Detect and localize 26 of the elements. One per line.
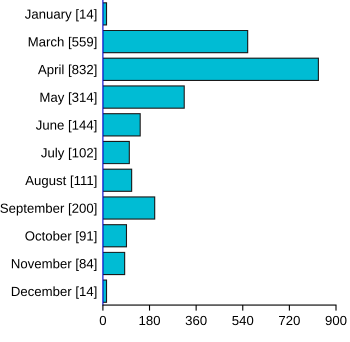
x-tick-label: 180 — [140, 316, 160, 326]
bar — [102, 252, 126, 276]
y-tick-label: October [91] — [25, 230, 96, 244]
y-tick-label: May [314] — [40, 92, 96, 105]
bar — [102, 168, 132, 192]
y-tick-label: August [111] — [25, 175, 96, 188]
bar — [102, 113, 141, 136]
x-tick-label: 360 — [186, 316, 207, 326]
x-tick-label: 900 — [326, 316, 346, 326]
y-tick-label: July [102] — [41, 148, 96, 160]
x-tick-label: 540 — [232, 316, 254, 326]
bar — [102, 58, 319, 81]
bar — [102, 224, 128, 248]
y-tick-label: September [200] — [0, 203, 96, 216]
y-tick-label: April [832] — [38, 64, 96, 77]
y-tick-label: June [144] — [36, 120, 96, 132]
y-tick-label: March [559] — [28, 36, 96, 50]
y-tick-label: December [14] — [12, 286, 96, 299]
x-tick-label: 0 — [100, 316, 106, 326]
bar — [102, 85, 185, 109]
y-tick-label: November [84] — [12, 258, 96, 271]
x-tick-label: 720 — [279, 316, 300, 326]
y-tick-label: January [14] — [24, 9, 96, 22]
bar — [102, 30, 248, 54]
bar — [102, 140, 130, 164]
bar — [102, 196, 156, 220]
